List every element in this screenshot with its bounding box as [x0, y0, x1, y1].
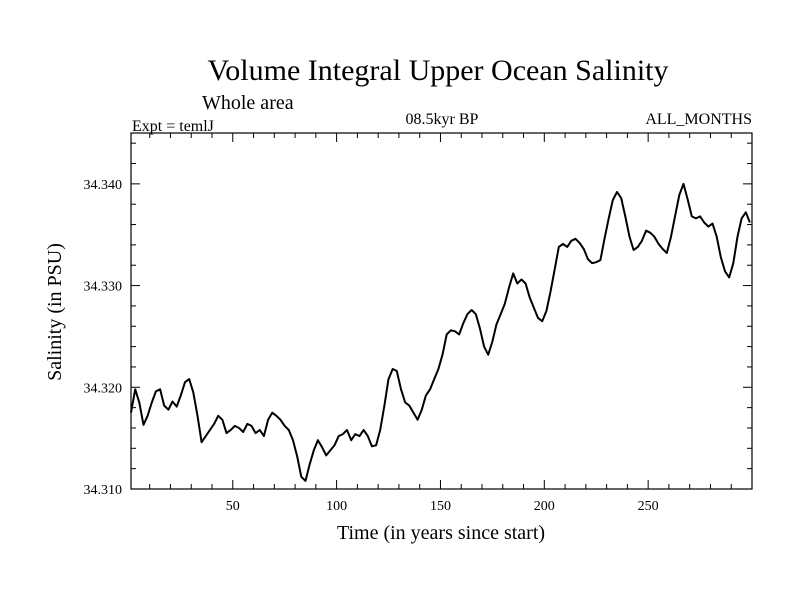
plot-frame: [130, 132, 753, 490]
x-tick-label: 200: [534, 499, 555, 514]
salinity-series-line: [130, 182, 751, 482]
chart-subtitle: Whole area: [202, 92, 294, 114]
x-tick-label: 100: [326, 499, 347, 514]
x-tick-label: 250: [638, 499, 659, 514]
period-label: 08.5kyr BP: [406, 111, 479, 128]
x-tick-label: 150: [430, 499, 451, 514]
y-tick-label: 34.310: [84, 483, 123, 498]
y-tick-label: 34.320: [84, 381, 123, 396]
x-tick-label: 50: [226, 499, 240, 514]
chart-title: Volume Integral Upper Ocean Salinity: [208, 54, 669, 87]
x-axis-label: Time (in years since start): [337, 522, 545, 544]
y-axis-label: Salinity (in PSU): [44, 243, 66, 381]
axis-tick-labels: 50 100 150 200 250 34.310 34.320 34.330 34.340: [84, 178, 659, 514]
experiment-label: Expt = temlJ: [132, 118, 214, 135]
y-tick-label: 34.340: [84, 178, 123, 193]
axis-ticks: [131, 133, 752, 490]
y-tick-label: 34.330: [84, 280, 123, 295]
months-label: ALL_MONTHS: [645, 111, 752, 128]
